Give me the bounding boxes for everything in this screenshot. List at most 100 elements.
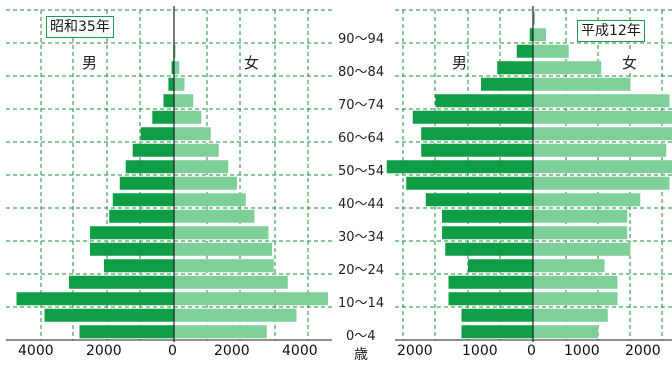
- bar-male-65〜69: [152, 110, 174, 124]
- bar-male-20〜24: [468, 259, 533, 273]
- bar-female-50〜54: [174, 160, 229, 174]
- bar-female-85〜89: [533, 44, 569, 58]
- bar-male-40〜44: [425, 193, 533, 207]
- bar-female-75〜79: [533, 77, 631, 91]
- pyramid-2000-tick-1000-male: 1000: [462, 343, 498, 359]
- bar-female-25〜29: [533, 242, 631, 256]
- bar-male-55〜59: [421, 143, 533, 157]
- bar-female-40〜44: [533, 193, 641, 207]
- age-label-20-24: 20〜24: [338, 263, 385, 278]
- bar-female-15〜19: [533, 275, 618, 289]
- bar-female-5〜9: [174, 308, 297, 322]
- pyramid-2000-male-label: 男: [452, 52, 468, 73]
- pyramid-2000-tick-0: 0: [527, 343, 536, 359]
- pyramid-1960-tick-0: 0: [168, 343, 177, 359]
- bar-male-90〜94: [529, 28, 533, 42]
- bar-female-80〜84: [174, 61, 180, 75]
- pyramid-1960-title: 昭和35年: [46, 16, 114, 38]
- bar-female-35〜39: [174, 209, 255, 223]
- bar-male-45〜49: [406, 176, 533, 190]
- bar-female-80〜84: [533, 61, 602, 75]
- bar-female-20〜24: [174, 259, 274, 273]
- bar-female-25〜29: [174, 242, 272, 256]
- bar-female-20〜24: [533, 259, 605, 273]
- pyramid-2000-female-label: 女: [622, 52, 638, 73]
- pyramid-1960-male-label: 男: [82, 52, 98, 73]
- bar-female-90〜94: [533, 28, 546, 42]
- bar-male-75〜79: [481, 77, 533, 91]
- bar-male-15〜19: [448, 275, 533, 289]
- bar-male-25〜29: [90, 242, 174, 256]
- bar-female-10〜14: [533, 292, 618, 306]
- bar-male-65〜69: [412, 110, 533, 124]
- bar-female-70〜74: [533, 94, 670, 108]
- bar-male-10〜14: [16, 292, 174, 306]
- bar-female-75〜79: [174, 77, 185, 91]
- bar-female-45〜49: [174, 176, 237, 190]
- bar-female-0〜4: [533, 325, 598, 339]
- pyramid-2000-bars: [386, 11, 672, 339]
- age-label-50-54: 50〜54: [338, 164, 385, 179]
- age-unit-label: 歳: [354, 347, 368, 363]
- bar-male-0〜4: [79, 325, 174, 339]
- age-label-70-74: 70〜74: [338, 98, 385, 113]
- bar-female-55〜59: [174, 143, 219, 157]
- bar-male-75〜79: [168, 77, 174, 91]
- pyramid-1960-tick-2000-female: 2000: [214, 343, 250, 359]
- axes-layer: [6, 6, 672, 342]
- bar-male-5〜9: [461, 308, 533, 322]
- bar-male-85〜89: [516, 44, 533, 58]
- pyramid-1960-tick-4000-female: 4000: [282, 343, 318, 359]
- bar-male-30〜34: [442, 226, 533, 240]
- bar-male-50〜54: [386, 160, 533, 174]
- bar-female-5〜9: [533, 308, 608, 322]
- age-label-30-34: 30〜34: [338, 230, 385, 245]
- bar-female-85〜89: [174, 44, 176, 58]
- bar-female-95〜: [533, 11, 535, 25]
- pyramid-1960-female-label: 女: [244, 52, 260, 73]
- bar-male-30〜34: [90, 226, 174, 240]
- bar-male-20〜24: [104, 259, 174, 273]
- bar-male-55〜59: [132, 143, 174, 157]
- bar-female-0〜4: [174, 325, 267, 339]
- bar-male-40〜44: [112, 193, 174, 207]
- bar-female-60〜64: [533, 127, 672, 141]
- bar-male-70〜74: [435, 94, 533, 108]
- pyramid-2000-title: 平成12年: [577, 20, 645, 42]
- bar-female-35〜39: [533, 209, 628, 223]
- pyramid-2000-tick-2000-female: 2000: [625, 343, 661, 359]
- age-label-60-64: 60〜64: [338, 131, 385, 146]
- pyramid-2000-tick-2000-male: 2000: [397, 343, 433, 359]
- bar-female-45〜49: [533, 176, 670, 190]
- pyramid-1960-bars: [16, 11, 328, 339]
- bar-male-70〜74: [163, 94, 174, 108]
- pyramid-1960-tick-2000-male: 2000: [86, 343, 122, 359]
- age-label-40-44: 40〜44: [338, 197, 385, 212]
- bar-male-5〜9: [44, 308, 174, 322]
- bar-male-60〜64: [140, 127, 174, 141]
- bar-female-70〜74: [174, 94, 194, 108]
- bar-male-0〜4: [461, 325, 533, 339]
- age-label-80-84: 80〜84: [338, 65, 385, 80]
- bar-male-50〜54: [125, 160, 174, 174]
- bar-male-80〜84: [171, 61, 174, 75]
- bar-male-15〜19: [69, 275, 174, 289]
- bar-male-35〜39: [442, 209, 533, 223]
- pyramid-2000-tick-1000-female: 1000: [564, 343, 600, 359]
- bar-female-10〜14: [174, 292, 328, 306]
- bar-male-45〜49: [119, 176, 174, 190]
- bar-male-60〜64: [421, 127, 533, 141]
- age-label-90-94: 90〜94: [338, 32, 385, 47]
- bar-female-30〜34: [174, 226, 269, 240]
- bar-female-60〜64: [174, 127, 211, 141]
- bar-female-15〜19: [174, 275, 288, 289]
- pyramid-1960-tick-4000-male: 4000: [18, 343, 54, 359]
- age-label-10-14: 10〜14: [338, 296, 385, 311]
- bar-female-50〜54: [533, 160, 672, 174]
- bar-male-80〜84: [497, 61, 533, 75]
- bar-female-65〜69: [533, 110, 672, 124]
- bar-female-55〜59: [533, 143, 667, 157]
- bar-female-65〜69: [174, 110, 202, 124]
- age-label-0-4: 0〜4: [346, 329, 376, 344]
